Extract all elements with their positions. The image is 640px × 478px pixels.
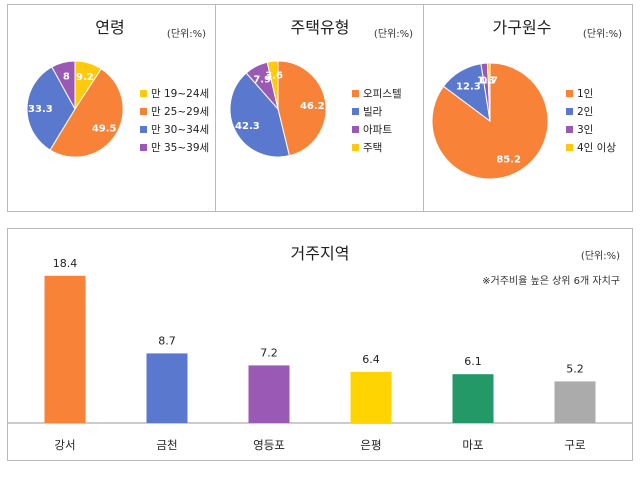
category-label: 강서 xyxy=(54,438,75,452)
pie-slice xyxy=(486,62,491,122)
pie-slice xyxy=(277,60,327,157)
bar xyxy=(452,374,494,423)
bar xyxy=(44,275,86,423)
bar xyxy=(146,353,188,423)
legend-swatch xyxy=(566,144,573,151)
legend-swatch xyxy=(140,144,147,151)
category-label: 금천 xyxy=(156,438,177,452)
slice-value-label: 1.8 xyxy=(477,76,495,87)
pie-slice xyxy=(49,68,124,158)
slice-value-label: 7.9 xyxy=(253,74,271,85)
residence-region-bar-chart: 거주지역 (단위:%) ※거주비율 높은 상위 6개 자치구 18.4 강서 8.7 금천 7… xyxy=(8,244,632,452)
pie-slice xyxy=(266,60,279,110)
chart-title: 주택유형 xyxy=(291,18,350,37)
household-size-panel: 가구원수 (단위:%) 85.2 1인 12.3 2인 1.8 3인 0.7 4인 이상 xyxy=(423,4,633,212)
legend-swatch xyxy=(140,90,147,97)
category-label: 은평 xyxy=(360,438,381,452)
legend-swatch xyxy=(352,108,359,115)
age-panel: 연령 (단위:%) 9.2 만 19~24세 49.5 만 25~29세 33.3 만 30~… xyxy=(7,4,216,212)
legend-label: 4인 이상 xyxy=(577,142,616,154)
category-label: 마포 xyxy=(462,438,483,452)
legend-label: 2인 xyxy=(577,106,593,118)
slice-value-label: 46.2 xyxy=(300,101,325,112)
legend-label: 빌라 xyxy=(363,106,383,118)
bar-value-label: 6.1 xyxy=(464,355,482,368)
slice-value-label: 12.3 xyxy=(456,81,481,92)
residence-region-panel: 거주지역 (단위:%) ※거주비율 높은 상위 6개 자치구 18.4 강서 8.7 금천 7… xyxy=(7,228,633,461)
slice-value-label: 49.5 xyxy=(92,123,117,134)
slice-value-label: 8 xyxy=(63,72,70,83)
bar xyxy=(554,381,596,423)
bar-value-label: 7.2 xyxy=(260,346,278,359)
legend-label: 아파트 xyxy=(363,124,392,136)
bar-value-label: 8.7 xyxy=(158,334,176,347)
bar-value-label: 5.2 xyxy=(566,362,584,375)
legend-label: 만 25~29세 xyxy=(151,106,209,118)
legend-swatch xyxy=(566,90,573,97)
bar xyxy=(248,365,290,423)
legend-label: 만 35~39세 xyxy=(151,142,209,154)
slice-value-label: 42.3 xyxy=(235,121,260,132)
legend-label: 오피스텔 xyxy=(363,88,402,100)
slice-value-label: 9.2 xyxy=(76,72,94,83)
slice-value-label: 0.7 xyxy=(480,75,498,86)
chart-title: 거주지역 xyxy=(291,244,350,263)
chart-title: 연령 xyxy=(95,18,124,37)
unit-label: (단위:%) xyxy=(374,27,413,40)
unit-label: (단위:%) xyxy=(167,27,206,40)
legend-label: 1인 xyxy=(577,88,593,100)
legend-swatch xyxy=(352,144,359,151)
legend-swatch xyxy=(352,90,359,97)
slice-value-label: 33.3 xyxy=(28,104,53,115)
age-pie-chart: 연령 (단위:%) 9.2 만 19~24세 49.5 만 25~29세 33.3 만 30~… xyxy=(26,18,209,158)
bar-value-label: 18.4 xyxy=(53,257,78,270)
slice-value-label: 85.2 xyxy=(496,154,521,165)
bar xyxy=(350,371,392,423)
legend-swatch xyxy=(352,126,359,133)
housing-type-pie-chart: 주택유형 (단위:%) 46.2 오피스텔 42.3 빌라 7.9 아파트 3.6 주택 xyxy=(229,18,413,158)
legend-label: 만 19~24세 xyxy=(151,88,209,100)
pie-slice xyxy=(51,60,76,110)
category-label: 구로 xyxy=(564,438,585,452)
unit-label: (단위:%) xyxy=(581,249,620,262)
chart-note: ※거주비율 높은 상위 6개 자치구 xyxy=(482,274,620,287)
bar-value-label: 6.4 xyxy=(362,353,380,366)
unit-label: (단위:%) xyxy=(583,27,622,40)
slice-value-label: 3.6 xyxy=(265,71,283,82)
legend-label: 3인 xyxy=(577,124,593,136)
legend-label: 주택 xyxy=(363,142,382,154)
chart-title: 가구원수 xyxy=(493,18,552,37)
pie-slice xyxy=(229,72,290,158)
legend-label: 만 30~34세 xyxy=(151,124,209,136)
legend-swatch xyxy=(140,108,147,115)
housing-type-panel: 주택유형 (단위:%) 46.2 오피스텔 42.3 빌라 7.9 아파트 3.6 주택 xyxy=(215,4,424,212)
legend-swatch xyxy=(140,126,147,133)
legend-swatch xyxy=(566,108,573,115)
category-label: 영등포 xyxy=(253,438,285,452)
household-size-pie-chart: 가구원수 (단위:%) 85.2 1인 12.3 2인 1.8 3인 0.7 4인 이상 xyxy=(431,18,622,180)
legend-swatch xyxy=(566,126,573,133)
